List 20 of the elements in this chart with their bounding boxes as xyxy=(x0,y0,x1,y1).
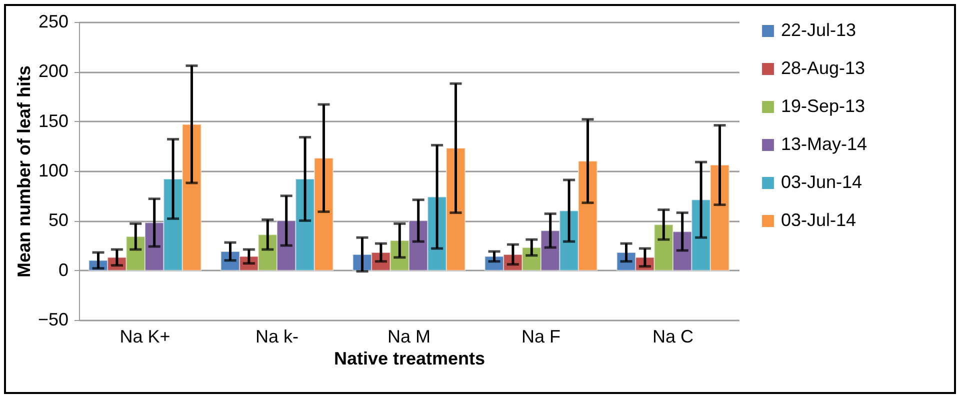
legend-label: 03-Jun-14 xyxy=(781,172,862,192)
y-tick-label: 100 xyxy=(38,160,68,180)
y-tick-label: 250 xyxy=(38,12,68,32)
legend-label: 03-Jul-14 xyxy=(781,210,856,230)
legend-label: 22-Jul-13 xyxy=(781,20,856,40)
x-axis-title: Native treatments xyxy=(334,348,486,368)
x-tick-label: Na M xyxy=(387,326,431,346)
y-tick-label: −50 xyxy=(38,310,68,330)
legend-label: 19-Sep-13 xyxy=(781,96,866,116)
y-tick-label: 50 xyxy=(48,210,68,230)
y-tick-label: 0 xyxy=(58,260,68,280)
y-tick-label: 150 xyxy=(38,110,68,131)
x-tick-label: Na K+ xyxy=(120,326,170,346)
y-axis-title: Mean number of leaf hits xyxy=(14,65,34,278)
legend-label: 28-Aug-13 xyxy=(781,58,866,78)
x-tick-label: Na F xyxy=(521,326,561,346)
x-tick-label: Na k- xyxy=(255,326,299,346)
legend-label: 13-May-14 xyxy=(781,134,868,154)
x-tick-label: Na C xyxy=(652,326,694,346)
y-tick-label: 200 xyxy=(38,61,68,82)
